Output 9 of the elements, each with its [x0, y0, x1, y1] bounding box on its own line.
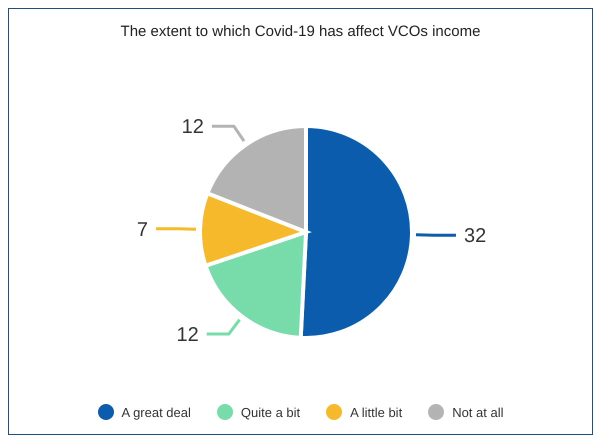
legend-label: A little bit — [350, 404, 402, 420]
data-label: 12 — [176, 324, 199, 346]
legend-label: A great deal — [122, 404, 191, 420]
data-label: 32 — [464, 225, 486, 248]
data-label: 7 — [136, 218, 148, 241]
legend-label: Quite a bit — [240, 404, 300, 420]
data-label: 12 — [182, 116, 204, 138]
legend-label: Not at all — [452, 404, 504, 420]
chart-title: The extent to which Covid-19 has affect VCOs income — [120, 22, 482, 42]
